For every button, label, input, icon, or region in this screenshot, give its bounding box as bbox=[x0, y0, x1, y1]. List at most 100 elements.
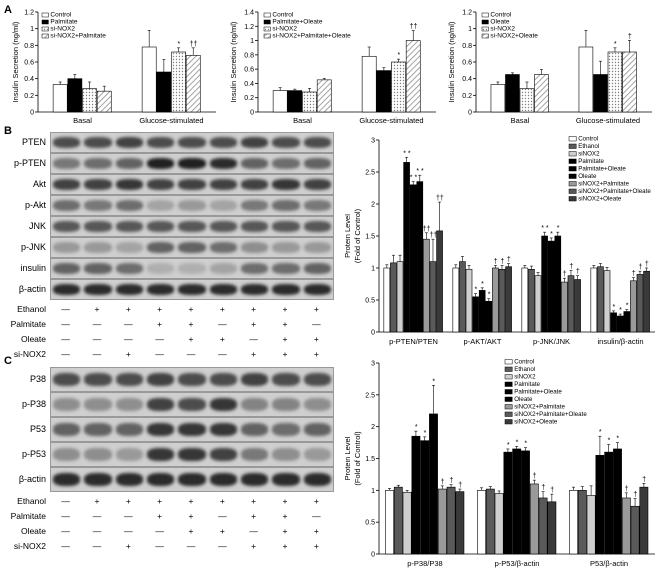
significance-mark: * bbox=[524, 441, 527, 448]
blot-band bbox=[209, 473, 237, 486]
significance-mark: * bbox=[557, 225, 560, 232]
bar bbox=[67, 78, 83, 113]
treatment-symbol: — bbox=[155, 541, 164, 551]
legend-swatch bbox=[263, 33, 271, 39]
significance-mark: † bbox=[441, 479, 445, 486]
y-tick-label: 2.5 bbox=[365, 170, 375, 177]
y-tick-label: 0 bbox=[30, 110, 34, 117]
blot-band bbox=[147, 263, 175, 274]
bar bbox=[538, 497, 548, 555]
treatment-symbol: — bbox=[92, 334, 102, 344]
legend-swatch bbox=[568, 173, 577, 179]
bar bbox=[490, 84, 506, 113]
significance-mark: * * bbox=[416, 168, 424, 175]
blot-band bbox=[147, 284, 175, 295]
treatment-symbol: + bbox=[125, 304, 131, 314]
legend-label: Palmitate bbox=[578, 158, 604, 165]
blot-band bbox=[84, 179, 112, 190]
blot-band bbox=[147, 221, 175, 232]
bar bbox=[494, 493, 504, 555]
legend-swatch bbox=[504, 374, 513, 380]
bar bbox=[287, 90, 303, 113]
significance-mark: † bbox=[563, 271, 567, 278]
legend-label: Palmitate+Oleate bbox=[272, 19, 322, 26]
blot-band bbox=[178, 200, 206, 211]
bar bbox=[416, 181, 424, 333]
blot-band bbox=[272, 200, 300, 211]
blot-band bbox=[241, 137, 269, 148]
y-tick-label: 1 bbox=[371, 488, 375, 495]
blot-band bbox=[147, 137, 175, 148]
legend-swatch bbox=[504, 396, 513, 402]
treatment-symbol: + bbox=[251, 496, 257, 506]
significance-mark: * bbox=[599, 429, 602, 436]
y-tick-label: 1.4 bbox=[244, 10, 254, 17]
significance-mark: † bbox=[494, 258, 498, 265]
bar bbox=[429, 261, 437, 333]
blot-band bbox=[303, 137, 331, 148]
treatment-symbol: + bbox=[251, 511, 257, 521]
blot-band bbox=[115, 179, 143, 190]
blot-band bbox=[303, 373, 331, 386]
significance-mark: * bbox=[626, 303, 629, 310]
blot-band bbox=[84, 448, 112, 461]
blot-band bbox=[84, 284, 112, 295]
bar bbox=[607, 51, 623, 113]
legend-label: Palmitate bbox=[50, 19, 77, 26]
treatment-symbol: — bbox=[61, 496, 70, 506]
blot-band bbox=[115, 448, 143, 461]
y-axis-label: Insulin Secretion (ng/ml) bbox=[229, 21, 238, 102]
legend-swatch bbox=[263, 26, 271, 32]
bar bbox=[595, 455, 605, 555]
treatment-label: Oleate bbox=[20, 526, 46, 536]
blot-band bbox=[178, 263, 206, 274]
treatment-symbol: + bbox=[188, 526, 194, 536]
blot-band bbox=[209, 398, 237, 411]
legend-label: siNOX2+Palmitate bbox=[514, 404, 565, 411]
y-axis-label: Insulin Secretion (ng/ml) bbox=[447, 21, 456, 102]
bar bbox=[622, 51, 637, 113]
treatment-symbol: + bbox=[157, 496, 163, 506]
treatment-symbol: + bbox=[313, 541, 319, 551]
y-tick-label: 0.8 bbox=[462, 43, 472, 50]
blot-band bbox=[115, 221, 143, 232]
blot-band bbox=[272, 158, 300, 169]
bar bbox=[574, 279, 581, 333]
legend-label: siNOX2+Palmitate bbox=[578, 181, 629, 188]
treatment-symbol: — bbox=[61, 304, 70, 314]
blot-band bbox=[53, 221, 81, 232]
legend-swatch bbox=[41, 33, 49, 39]
bar bbox=[528, 268, 535, 333]
x-category-label: Basal bbox=[73, 116, 92, 125]
blot-band bbox=[53, 158, 81, 169]
blot-band bbox=[53, 398, 81, 411]
treatment-symbol: — bbox=[92, 349, 102, 359]
treatment-symbol: — bbox=[61, 319, 70, 329]
blot-band bbox=[115, 373, 143, 386]
legend-swatch bbox=[41, 12, 49, 18]
bar bbox=[639, 486, 649, 555]
blot-band bbox=[115, 398, 143, 411]
bar bbox=[141, 46, 157, 113]
bar bbox=[561, 281, 568, 333]
blot-band bbox=[53, 473, 81, 486]
x-category-label: Glucose-stimulated bbox=[576, 116, 640, 125]
blot-band bbox=[178, 242, 206, 253]
blot-band bbox=[147, 423, 175, 436]
y-axis-label: Protein Level(Fold of Control) bbox=[345, 208, 362, 263]
blot-band bbox=[178, 284, 206, 295]
treatment-label: si-NOX2 bbox=[13, 541, 46, 551]
treatment-symbol: — bbox=[312, 511, 321, 521]
treatment-symbol: — bbox=[249, 334, 258, 344]
significance-mark: † bbox=[569, 264, 573, 271]
legend-swatch bbox=[41, 26, 49, 32]
blot-band bbox=[53, 200, 81, 211]
y-tick-label: 0 bbox=[371, 552, 375, 559]
legend-swatch bbox=[481, 26, 489, 32]
significance-mark: † bbox=[541, 485, 545, 492]
treatment-symbol: + bbox=[282, 526, 288, 536]
legend-label: siNOX2+Palmitate+Oleate bbox=[578, 188, 651, 195]
treatment-symbol: — bbox=[61, 526, 70, 536]
treatment-symbol: — bbox=[218, 541, 227, 551]
blot-band bbox=[84, 373, 112, 386]
